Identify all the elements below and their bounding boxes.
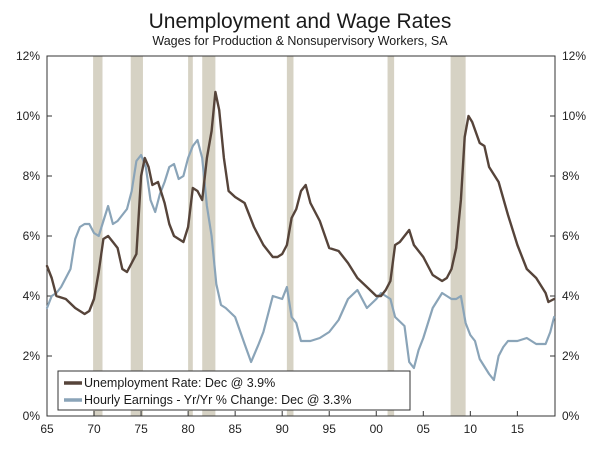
x-tick-label: 15: [511, 422, 525, 436]
legend-label-unemployment: Unemployment Rate: Dec @ 3.9%: [84, 376, 275, 390]
y-tick-label-right: 8%: [562, 169, 580, 183]
y-tick-label-right: 10%: [562, 109, 586, 123]
y-tick-label-left: 10%: [16, 109, 40, 123]
x-tick-label: 85: [228, 422, 242, 436]
y-tick-label-left: 6%: [23, 229, 41, 243]
y-tick-label-right: 2%: [562, 349, 580, 363]
x-tick-label: 70: [87, 422, 101, 436]
x-tick-label: 80: [181, 422, 195, 436]
legend-box: [57, 370, 411, 411]
y-tick-label-left: 2%: [23, 349, 41, 363]
x-tick-label: 90: [276, 422, 290, 436]
x-tick-label: 05: [417, 422, 431, 436]
y-tick-label-right: 4%: [562, 289, 580, 303]
recession-band: [202, 56, 216, 416]
x-tick-label: 10: [464, 422, 478, 436]
series-line-unemployment: [45, 90, 556, 316]
y-tick-label-right: 0%: [562, 409, 580, 423]
y-axis-ticks: 0% 0% 2% 2% 4% 4% 6% 6% 8% 8% 10% 10% 12% 12%: [16, 49, 586, 423]
recession-band: [286, 56, 294, 416]
y-tick-label-left: 4%: [23, 289, 41, 303]
series-lines: [45, 90, 556, 382]
series-line-hourly-earnings: [45, 138, 556, 382]
y-tick-label-right: 12%: [562, 49, 586, 63]
x-tick-label: 95: [323, 422, 337, 436]
y-tick-label-right: 6%: [562, 229, 580, 243]
y-tick-label-left: 0%: [23, 409, 41, 423]
chart-subtitle: Wages for Production & Nonsupervisory Wo…: [152, 34, 448, 48]
x-tick-label: 75: [134, 422, 148, 436]
recession-band: [387, 56, 395, 416]
x-tick-label: 65: [40, 422, 54, 436]
chart-title: Unemployment and Wage Rates: [149, 10, 452, 33]
legend: Unemployment Rate: Dec @ 3.9% Hourly Ear…: [57, 370, 411, 411]
y-tick-label-left: 8%: [23, 169, 41, 183]
x-tick-label: 00: [370, 422, 384, 436]
x-axis-ticks: 65 70 75 80 85 90 95 00 05 10 15: [40, 411, 524, 436]
recession-band: [188, 56, 193, 416]
legend-label-hourly-earnings: Hourly Earnings - Yr/Yr % Change: Dec @ …: [84, 393, 351, 407]
y-tick-label-left: 12%: [16, 49, 40, 63]
plot-frame: [46, 55, 556, 417]
